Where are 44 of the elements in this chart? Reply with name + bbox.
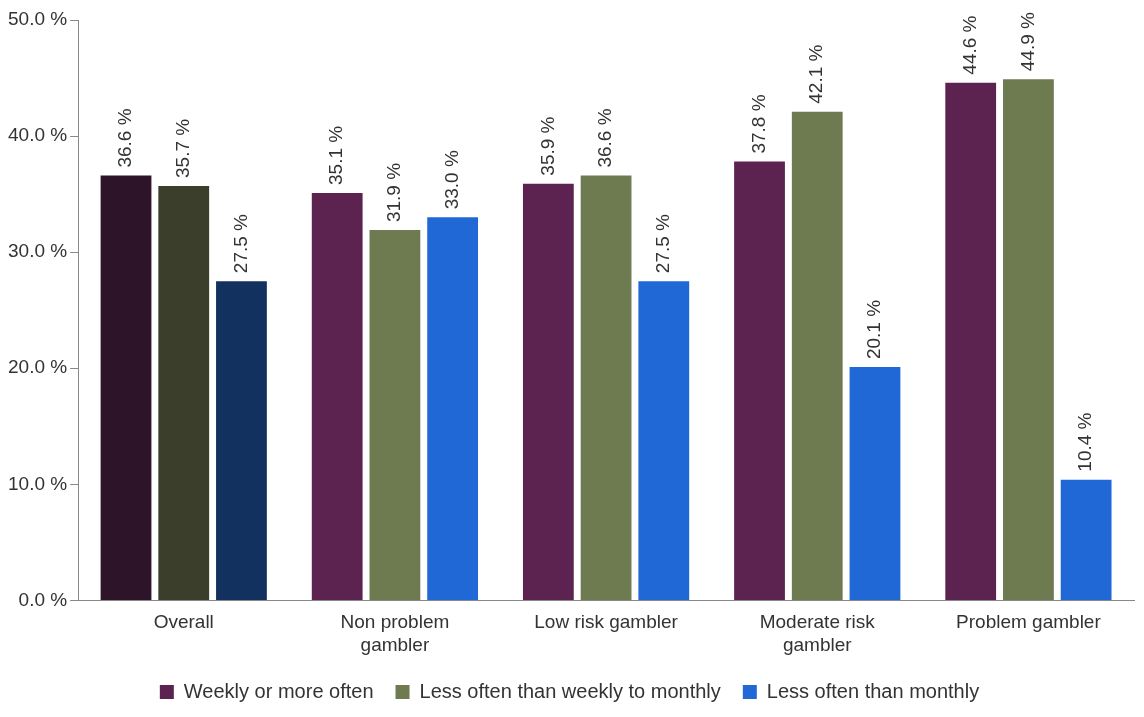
bar [369, 230, 421, 600]
bar [522, 183, 574, 600]
bar [311, 192, 363, 600]
data-label: 35.7 % [171, 118, 193, 178]
data-label: 35.1 % [325, 125, 347, 185]
bar [1003, 79, 1054, 600]
x-tick-label: Low risk gambler [534, 611, 679, 633]
data-label: 36.6 % [114, 108, 136, 168]
bar [100, 175, 152, 600]
x-tick-label: Moderate risk gambler [759, 611, 876, 655]
data-label: 10.4 % [1074, 412, 1096, 472]
data-label: 31.9 % [383, 162, 405, 223]
x-tick-label: Overall [153, 611, 214, 633]
y-tick-label: 0.0 % [18, 588, 68, 610]
bar [849, 367, 901, 600]
bar [734, 161, 785, 600]
y-tick-label: 30.0 % [8, 240, 68, 262]
data-label: 44.6 % [958, 15, 980, 75]
bar [791, 111, 843, 600]
legend-label: Less often than monthly [766, 679, 980, 702]
y-tick-label: 50.0 % [8, 8, 68, 30]
y-tick-label: 40.0 % [8, 124, 68, 146]
y-tick-label: 10.0 % [8, 472, 68, 494]
x-tick-label: Non problem gambler [340, 611, 450, 655]
bar [158, 185, 210, 600]
bar [638, 281, 690, 600]
data-label: 37.8 % [747, 94, 769, 154]
data-label: 42.1 % [805, 44, 827, 104]
x-tick-label: Problem gambler [956, 611, 1102, 633]
bar [1060, 479, 1112, 600]
y-tick-label: 20.0 % [8, 356, 68, 378]
data-label: 36.6 % [594, 108, 616, 168]
bar [427, 217, 479, 600]
data-label: 33.0 % [440, 150, 462, 210]
data-label: 44.9 % [1016, 11, 1038, 72]
bar [216, 281, 267, 600]
data-label: 27.5 % [229, 213, 251, 274]
data-label: 20.1 % [863, 299, 885, 360]
bar [945, 82, 997, 600]
data-label: 35.9 % [536, 116, 558, 176]
legend-label: Less often than weekly to monthly [419, 679, 721, 702]
legend-label: Weekly or more often [183, 679, 374, 702]
bar [580, 175, 632, 600]
data-label: 27.5 % [652, 213, 674, 274]
